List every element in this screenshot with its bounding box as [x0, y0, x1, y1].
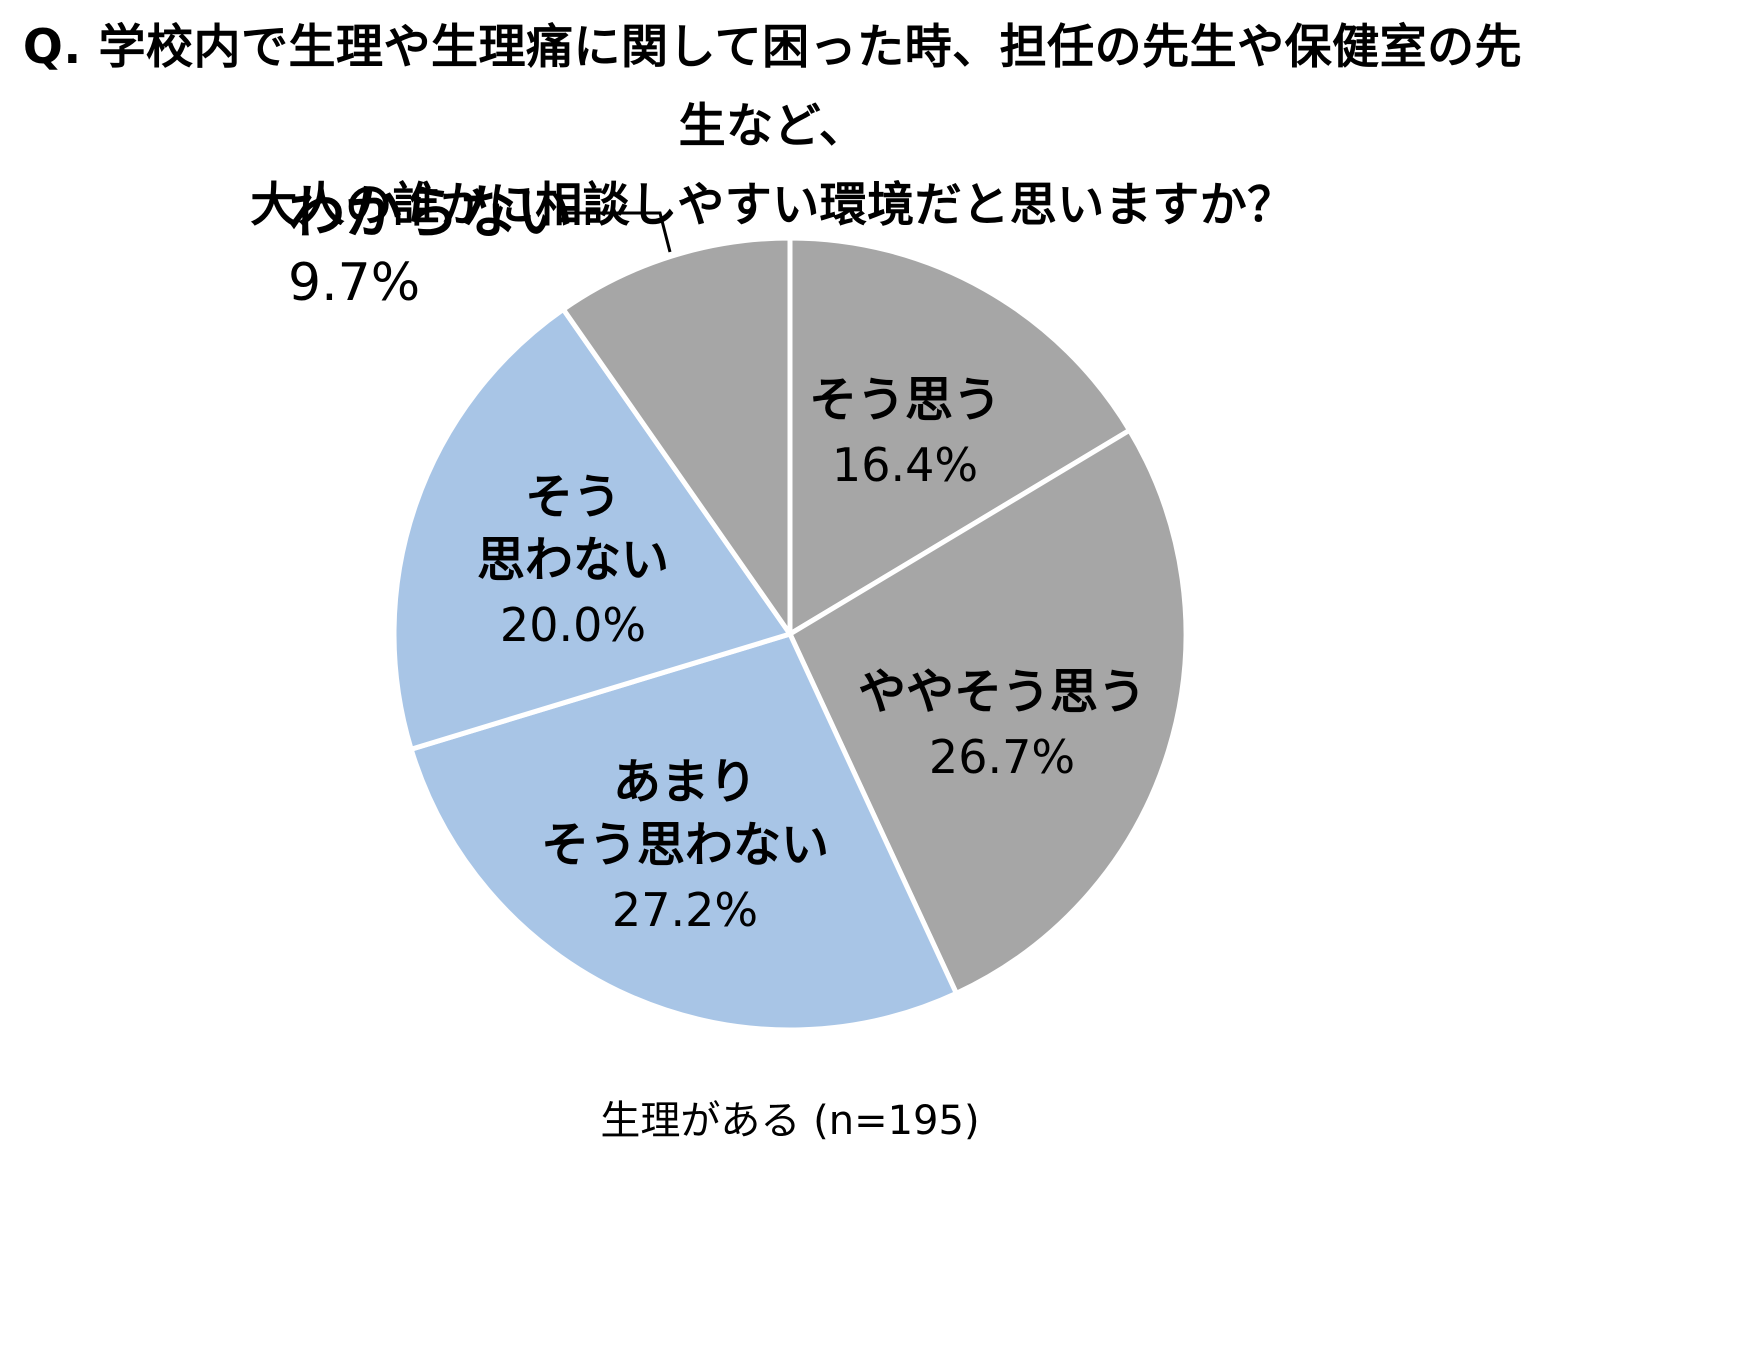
slice-label-3: そう [525, 469, 621, 525]
pie-slice-2 [408, 631, 959, 1033]
slice-label-3: 思わない [477, 532, 669, 588]
callout-leader-line [566, 211, 672, 253]
chart-title: Q. 学校内で生理や生理痛に関して困った時、担任の先生や保健室の先生など、 大人… [0, 8, 1545, 245]
slice-pct-3: 20.0% [500, 598, 646, 652]
pie-slice-1 [787, 427, 1189, 996]
slice-pct-2: 27.2% [612, 883, 758, 937]
chart-title-line-1: Q. 学校内で生理や生理痛に関して困った時、担任の先生や保健室の先生など、 [22, 20, 1523, 154]
pie-slice-4 [560, 235, 793, 637]
slice-pct-4: 9.7% [288, 253, 420, 313]
chart-title-line-2: 大人の誰かに相談しやすい環境だと思いますか？ [250, 178, 1295, 233]
slice-label-0: そう思う [809, 372, 1001, 428]
slice-pct-0: 16.4% [832, 438, 978, 492]
slice-pct-1: 26.7% [929, 730, 1075, 784]
pie-slice-3 [391, 306, 793, 752]
slice-label-4: わからない [288, 180, 573, 246]
chart-caption: 生理がある (n=195) [600, 1098, 980, 1144]
pie-slice-0 [787, 235, 1133, 637]
slice-label-2: そう思わない [541, 817, 829, 873]
slice-label-1: ややそう思う [858, 664, 1146, 720]
slice-label-2: あまり [613, 754, 757, 810]
